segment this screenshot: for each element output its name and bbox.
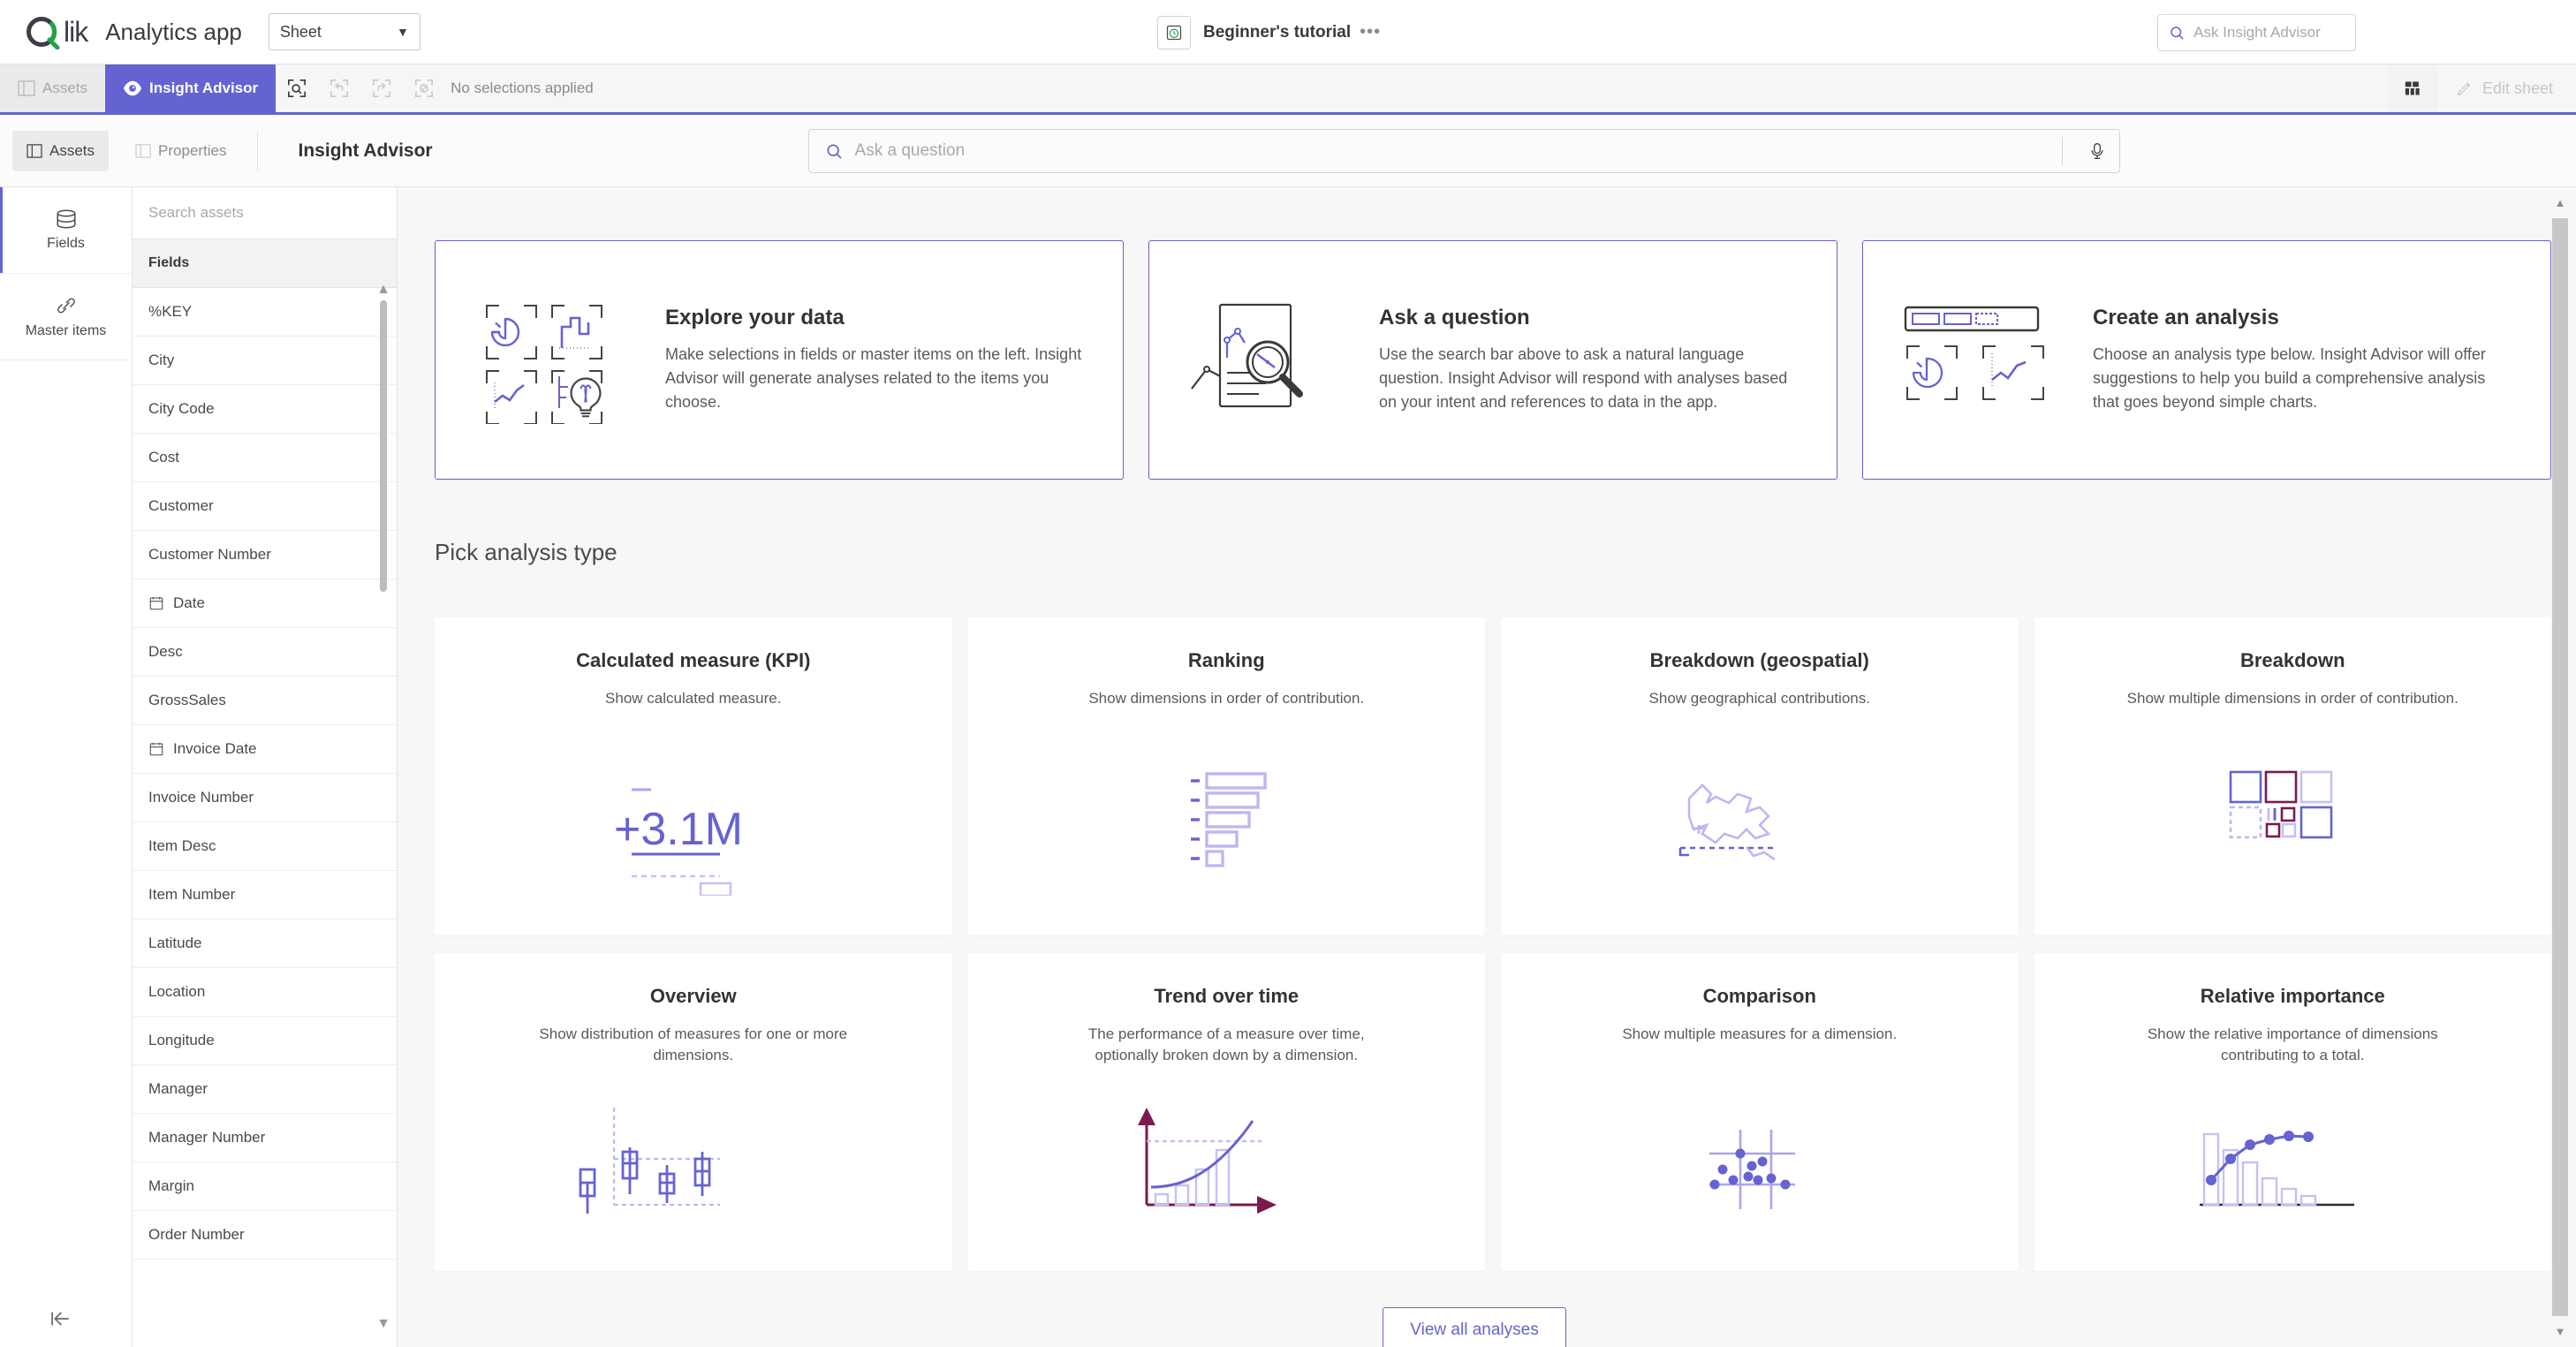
svg-text:+3.1M: +3.1M (614, 804, 743, 855)
